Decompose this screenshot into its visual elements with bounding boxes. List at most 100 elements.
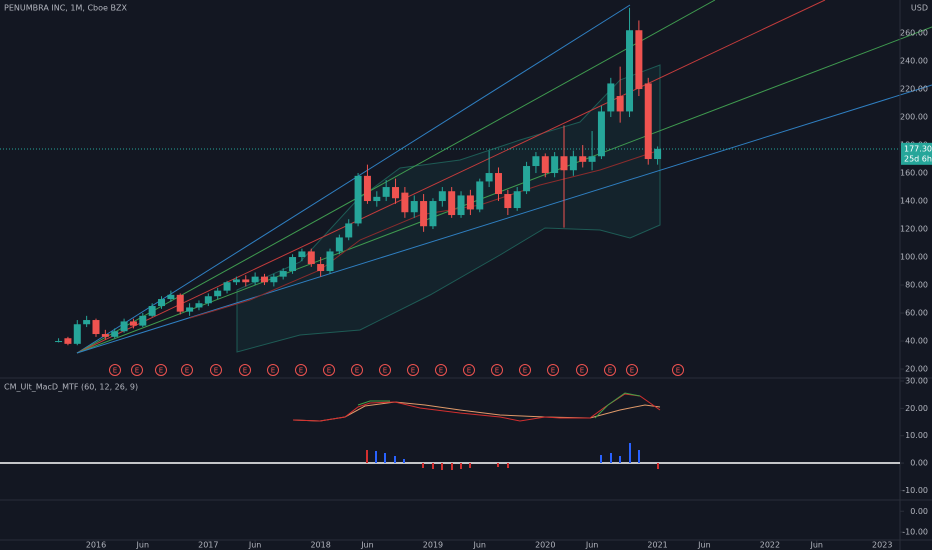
candle-body bbox=[616, 96, 624, 112]
earnings-marker bbox=[351, 364, 363, 376]
candle-body bbox=[401, 192, 409, 213]
candle-body bbox=[279, 271, 287, 277]
earnings-label: E bbox=[580, 367, 584, 375]
candle-body bbox=[476, 181, 484, 210]
candle-body bbox=[513, 191, 521, 209]
candle-body bbox=[523, 166, 531, 192]
y-tick-label: 0.00 bbox=[910, 507, 928, 516]
candle-body bbox=[579, 156, 587, 162]
earnings-label: E bbox=[383, 367, 387, 375]
candle-body bbox=[223, 282, 231, 291]
candle-body bbox=[167, 294, 175, 300]
candle-body bbox=[214, 290, 222, 297]
chart-title: PENUMBRA INC, 1M, Cboe BZX bbox=[4, 4, 127, 13]
y-tick-label: 200.00 bbox=[900, 113, 928, 122]
x-tick-label: Jun bbox=[809, 541, 823, 550]
y-tick-label: 100.00 bbox=[900, 253, 928, 262]
candle-body bbox=[457, 195, 465, 216]
y-tick-label: 60.00 bbox=[905, 309, 928, 318]
candle-body bbox=[270, 276, 278, 283]
candle-body bbox=[129, 321, 137, 326]
candle-body bbox=[139, 315, 147, 326]
candle-body bbox=[644, 83, 652, 160]
earnings-label: E bbox=[159, 367, 163, 375]
candle-body bbox=[541, 156, 549, 174]
earnings-marker bbox=[379, 364, 391, 376]
countdown: 25d 6h bbox=[904, 154, 932, 163]
y-tick-label: 20.00 bbox=[905, 404, 928, 413]
candle-body bbox=[504, 194, 512, 209]
earnings-label: E bbox=[608, 367, 612, 375]
earnings-marker bbox=[435, 364, 447, 376]
x-tick-label: 2021 bbox=[647, 541, 667, 550]
candle-body bbox=[251, 276, 259, 283]
candle-body bbox=[307, 251, 315, 265]
candle-body bbox=[55, 341, 63, 343]
earnings-marker bbox=[604, 364, 616, 376]
earnings-marker bbox=[181, 364, 193, 376]
earnings-label: E bbox=[355, 367, 359, 375]
earnings-marker bbox=[131, 364, 143, 376]
candle-body bbox=[532, 156, 540, 167]
candle-body bbox=[551, 156, 559, 174]
earnings-marker bbox=[109, 364, 121, 376]
candle-body bbox=[354, 175, 362, 224]
candle-body bbox=[448, 191, 456, 216]
y-tick-label: 0.00 bbox=[910, 459, 928, 468]
earnings-label: E bbox=[214, 367, 218, 375]
candle-body bbox=[410, 201, 418, 213]
earnings-label: E bbox=[411, 367, 415, 375]
candle-body bbox=[204, 296, 212, 304]
x-tick-label: 2019 bbox=[423, 541, 443, 550]
candle-body bbox=[101, 334, 109, 337]
candle-body bbox=[335, 237, 343, 252]
x-tick-label: Jun bbox=[136, 541, 150, 550]
candle-body bbox=[345, 223, 353, 238]
y-tick-label: 260.00 bbox=[900, 29, 928, 38]
earnings-label: E bbox=[495, 367, 499, 375]
y-tick-label: 120.00 bbox=[900, 225, 928, 234]
earnings-label: E bbox=[327, 367, 331, 375]
earnings-marker bbox=[155, 364, 167, 376]
earnings-label: E bbox=[185, 367, 189, 375]
earnings-label: E bbox=[243, 367, 247, 375]
x-tick-label: Jun bbox=[360, 541, 374, 550]
candle-body bbox=[429, 201, 437, 227]
y-tick-label: 80.00 bbox=[905, 281, 928, 290]
candle-body bbox=[176, 294, 184, 312]
earnings-marker bbox=[576, 364, 588, 376]
x-tick-label: 2020 bbox=[535, 541, 555, 550]
earnings-marker bbox=[626, 364, 638, 376]
y-tick-label: 20.00 bbox=[905, 365, 928, 374]
x-tick-label: Jun bbox=[473, 541, 487, 550]
candle-body bbox=[560, 156, 568, 171]
earnings-marker bbox=[407, 364, 419, 376]
candle-body bbox=[363, 175, 371, 202]
y-tick-label: 140.00 bbox=[900, 197, 928, 206]
earnings-label: E bbox=[676, 367, 680, 375]
y-tick-label: 220.00 bbox=[900, 85, 928, 94]
price-box bbox=[901, 142, 932, 165]
candle-body bbox=[588, 156, 596, 162]
earnings-label: E bbox=[439, 367, 443, 375]
candle-body bbox=[420, 201, 428, 227]
earnings-label: E bbox=[135, 367, 139, 375]
y-tick-label: 160.00 bbox=[900, 169, 928, 178]
candle-body bbox=[635, 30, 643, 90]
candle-body bbox=[494, 173, 502, 195]
candle-body bbox=[73, 324, 81, 344]
candle-body bbox=[626, 30, 634, 112]
candle-body bbox=[485, 173, 493, 182]
candle-body bbox=[195, 303, 203, 308]
price-label: 177.30 bbox=[904, 144, 932, 153]
candle-body bbox=[260, 276, 268, 283]
y-tick-label: 40.00 bbox=[905, 337, 928, 346]
earnings-marker bbox=[519, 364, 531, 376]
earnings-label: E bbox=[551, 367, 555, 375]
candle-body bbox=[83, 320, 91, 325]
earnings-marker bbox=[239, 364, 251, 376]
x-tick-label: 2016 bbox=[86, 541, 106, 550]
candle-body bbox=[111, 331, 119, 337]
